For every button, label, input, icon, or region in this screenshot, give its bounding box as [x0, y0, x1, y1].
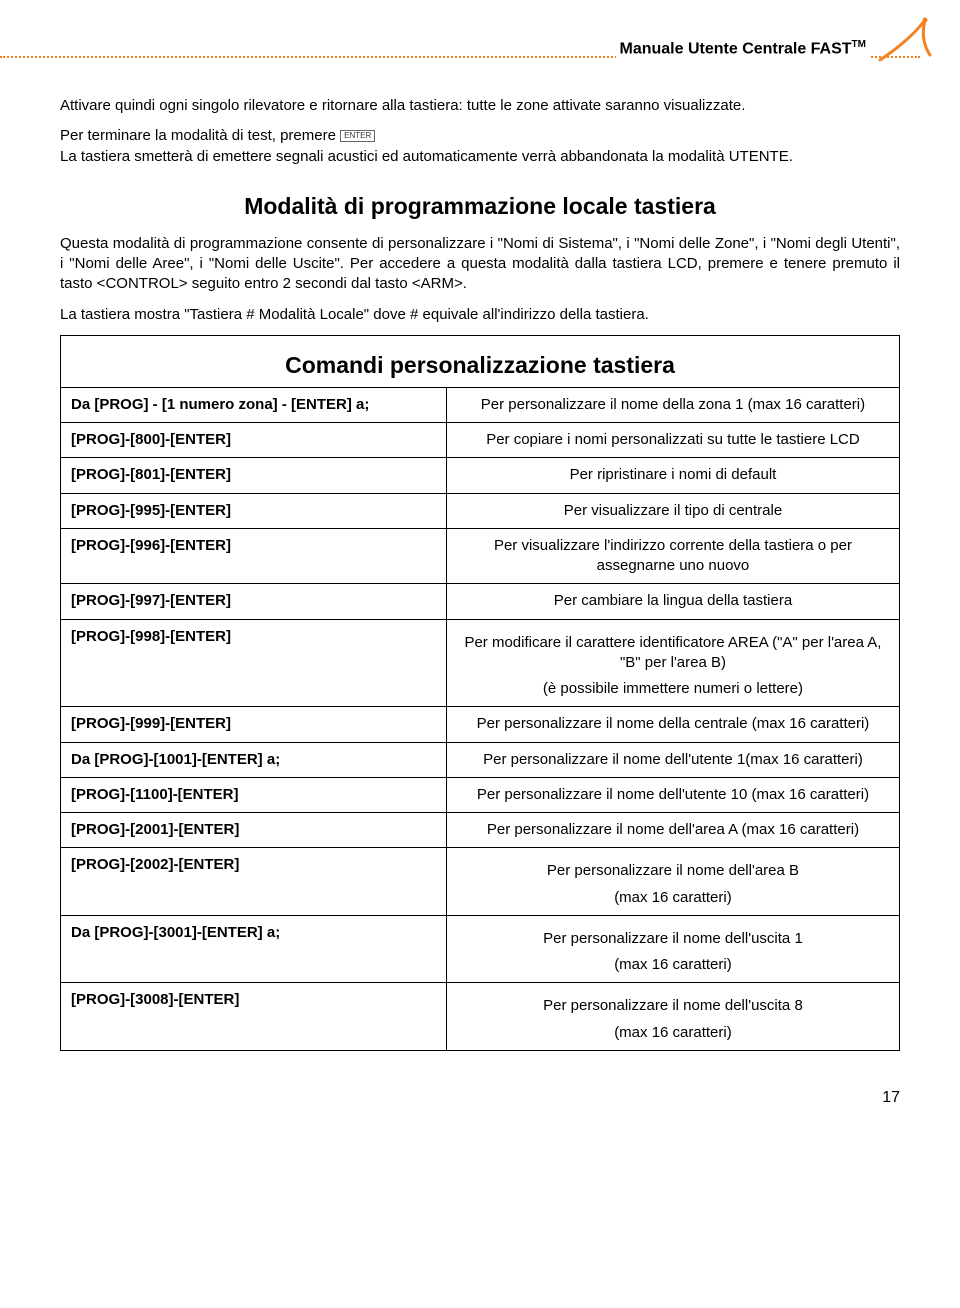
page-header: Manuale Utente Centrale FASTTM [0, 0, 960, 90]
description-cell: Per modificare il carattere identificato… [446, 619, 899, 707]
table-row: Da [PROG]-[1001]-[ENTER] a;Per personali… [61, 742, 900, 777]
table-title-cell: Comandi personalizzazione tastiera [61, 335, 900, 387]
page-number: 17 [0, 1051, 960, 1129]
command-cell: Da [PROG] - [1 numero zona] - [ENTER] a; [61, 387, 447, 422]
description-cell: Per ripristinare i nomi di default [446, 458, 899, 493]
command-cell: [PROG]-[999]-[ENTER] [61, 707, 447, 742]
description-cell: Per personalizzare il nome dell'utente 1… [446, 742, 899, 777]
table-row: [PROG]-[997]-[ENTER]Per cambiare la ling… [61, 584, 900, 619]
table-head-row: Comandi personalizzazione tastiera [61, 335, 900, 387]
section-heading-1: Modalità di programmazione locale tastie… [60, 191, 900, 222]
command-cell: [PROG]-[1100]-[ENTER] [61, 777, 447, 812]
command-cell: [PROG]-[998]-[ENTER] [61, 619, 447, 707]
description-cell: Per personalizzare il nome della central… [446, 707, 899, 742]
description-cell: Per personalizzare il nome dell'area A (… [446, 813, 899, 848]
table-row: [PROG]-[999]-[ENTER]Per personalizzare i… [61, 707, 900, 742]
header-title: Manuale Utente Centrale FASTTM [616, 38, 871, 60]
description-cell: Per visualizzare l'indirizzo corrente de… [446, 528, 899, 584]
table-row: [PROG]-[2002]-[ENTER]Per personalizzare … [61, 848, 900, 916]
table-row: [PROG]-[995]-[ENTER]Per visualizzare il … [61, 493, 900, 528]
command-cell: [PROG]-[3008]-[ENTER] [61, 983, 447, 1051]
intro-p2a: Per terminare la modalità di test, preme… [60, 127, 340, 144]
description-line: Per personalizzare il nome dell'uscita 8 [457, 996, 889, 1016]
description-cell: Per personalizzare il nome della zona 1 … [446, 387, 899, 422]
command-cell: Da [PROG]-[1001]-[ENTER] a; [61, 742, 447, 777]
table-row: [PROG]-[800]-[ENTER]Per copiare i nomi p… [61, 423, 900, 458]
command-cell: [PROG]-[2002]-[ENTER] [61, 848, 447, 916]
table-row: [PROG]-[996]-[ENTER]Per visualizzare l'i… [61, 528, 900, 584]
page-content: Attivare quindi ogni singolo rilevatore … [0, 96, 960, 1051]
table-row: [PROG]-[1100]-[ENTER]Per personalizzare … [61, 777, 900, 812]
intro-p2b: La tastiera smetterà di emettere segnali… [60, 148, 793, 165]
header-title-prefix: Manuale Utente Centrale [620, 40, 811, 57]
description-cell: Per cambiare la lingua della tastiera [446, 584, 899, 619]
description-cell: Per personalizzare il nome dell'area B (m… [446, 848, 899, 916]
intro-p2: Per terminare la modalità di test, preme… [60, 126, 900, 167]
table-title: Comandi personalizzazione tastiera [61, 350, 899, 381]
commands-table: Comandi personalizzazione tastiera Da [P… [60, 335, 900, 1051]
description-line: (è possibile immettere numeri o lettere) [457, 679, 889, 699]
section1-p2: La tastiera mostra "Tastiera # Modalità … [60, 305, 900, 325]
table-row: Da [PROG] - [1 numero zona] - [ENTER] a;… [61, 387, 900, 422]
command-cell: [PROG]-[801]-[ENTER] [61, 458, 447, 493]
description-line: Per modificare il carattere identificato… [457, 633, 889, 674]
description-line: Per personalizzare il nome dell'area B [457, 861, 889, 881]
description-line: Per personalizzare il nome dell'uscita 1 [457, 929, 889, 949]
description-cell: Per copiare i nomi personalizzati su tut… [446, 423, 899, 458]
description-cell: Per personalizzare il nome dell'uscita 8… [446, 983, 899, 1051]
description-line: (max 16 caratteri) [457, 1023, 889, 1043]
header-title-bold: FAST [811, 40, 852, 57]
description-cell: Per visualizzare il tipo di centrale [446, 493, 899, 528]
description-cell: Per personalizzare il nome dell'utente 1… [446, 777, 899, 812]
table-row: Da [PROG]-[3001]-[ENTER] a;Per personali… [61, 915, 900, 983]
intro-p1: Attivare quindi ogni singolo rilevatore … [60, 96, 900, 116]
description-cell: Per personalizzare il nome dell'uscita 1… [446, 915, 899, 983]
table-row: [PROG]-[998]-[ENTER]Per modificare il ca… [61, 619, 900, 707]
command-cell: [PROG]-[800]-[ENTER] [61, 423, 447, 458]
table-row: [PROG]-[3008]-[ENTER]Per personalizzare … [61, 983, 900, 1051]
description-line: (max 16 caratteri) [457, 955, 889, 975]
command-cell: [PROG]-[997]-[ENTER] [61, 584, 447, 619]
table-row: [PROG]-[801]-[ENTER]Per ripristinare i n… [61, 458, 900, 493]
enter-key-icon: ENTER [340, 130, 375, 142]
command-cell: Da [PROG]-[3001]-[ENTER] a; [61, 915, 447, 983]
table-row: [PROG]-[2001]-[ENTER]Per personalizzare … [61, 813, 900, 848]
description-line: (max 16 caratteri) [457, 888, 889, 908]
command-cell: [PROG]-[995]-[ENTER] [61, 493, 447, 528]
brand-logo-icon [870, 10, 940, 80]
header-tm: TM [852, 39, 866, 50]
command-cell: [PROG]-[2001]-[ENTER] [61, 813, 447, 848]
command-cell: [PROG]-[996]-[ENTER] [61, 528, 447, 584]
section1-p1: Questa modalità di programmazione consen… [60, 234, 900, 295]
